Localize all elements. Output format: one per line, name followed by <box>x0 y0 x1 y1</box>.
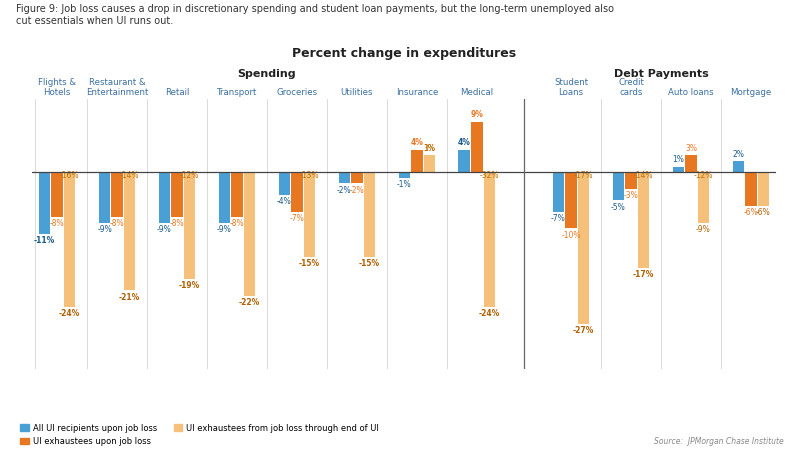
Text: Percent change in expenditures: Percent change in expenditures <box>292 47 516 59</box>
Text: -9%: -9% <box>97 225 112 234</box>
Text: Retail: Retail <box>165 88 190 97</box>
Text: -19%: -19% <box>179 281 200 290</box>
Bar <box>304 172 315 256</box>
Bar <box>364 172 375 256</box>
Text: -32%: -32% <box>480 171 499 180</box>
Bar <box>184 172 195 279</box>
Bar <box>483 172 495 307</box>
Bar <box>98 172 110 223</box>
Text: -9%: -9% <box>157 225 172 234</box>
Bar <box>244 172 255 296</box>
Text: -8%: -8% <box>110 220 124 229</box>
Text: -17%: -17% <box>633 270 654 279</box>
Text: -6%: -6% <box>743 208 758 217</box>
Text: -24%: -24% <box>59 310 80 319</box>
Bar <box>338 172 350 184</box>
Text: Flights &
Hotels: Flights & Hotels <box>38 78 76 97</box>
Bar <box>351 172 362 184</box>
Legend: All UI recipients upon job loss, UI exhaustees upon job loss, UI exhaustees from: All UI recipients upon job loss, UI exha… <box>20 423 379 446</box>
Bar <box>64 172 75 307</box>
Text: Debt Payments: Debt Payments <box>614 69 708 79</box>
Text: 1%: 1% <box>673 155 684 164</box>
Text: 1%: 1% <box>423 144 435 153</box>
Text: -6%: -6% <box>756 208 771 217</box>
Text: Credit
cards: Credit cards <box>618 78 644 97</box>
Text: -22%: -22% <box>239 298 260 307</box>
Bar <box>758 172 770 206</box>
Text: Mortgage: Mortgage <box>730 88 771 97</box>
Text: -10%: -10% <box>562 230 581 239</box>
Bar <box>566 172 577 229</box>
Text: Figure 9: Job loss causes a drop in discretionary spending and student loan paym: Figure 9: Job loss causes a drop in disc… <box>16 4 614 26</box>
Text: -8%: -8% <box>230 220 244 229</box>
Text: -17%: -17% <box>574 171 594 180</box>
Bar <box>733 161 744 172</box>
Text: -16%: -16% <box>60 171 79 180</box>
Text: Utilities: Utilities <box>341 88 373 97</box>
Text: Groceries: Groceries <box>276 88 318 97</box>
Text: -15%: -15% <box>359 259 380 268</box>
Text: 3%: 3% <box>423 144 435 153</box>
Text: -12%: -12% <box>180 171 199 180</box>
Text: -14%: -14% <box>634 171 654 180</box>
Text: -5%: -5% <box>611 202 626 211</box>
Bar <box>638 172 650 268</box>
Bar <box>471 122 482 172</box>
Text: -3%: -3% <box>623 191 638 200</box>
Text: Student
Loans: Student Loans <box>554 78 588 97</box>
Text: -9%: -9% <box>696 225 711 234</box>
Bar <box>291 172 302 212</box>
Text: Spending: Spending <box>238 69 296 79</box>
Text: -14%: -14% <box>120 171 139 180</box>
Text: -8%: -8% <box>50 220 65 229</box>
Text: 9%: 9% <box>470 110 483 119</box>
Bar <box>111 172 123 217</box>
Text: 2%: 2% <box>732 149 744 159</box>
Bar <box>51 172 63 217</box>
Bar <box>685 155 697 172</box>
Bar <box>698 172 710 223</box>
Text: -27%: -27% <box>573 326 594 335</box>
Bar <box>553 172 564 212</box>
Text: Auto loans: Auto loans <box>668 88 714 97</box>
Bar <box>625 172 637 189</box>
Bar <box>278 172 290 194</box>
Text: -2%: -2% <box>350 185 364 194</box>
Text: -13%: -13% <box>300 171 319 180</box>
Text: -8%: -8% <box>170 220 184 229</box>
Bar <box>613 172 624 200</box>
Bar <box>578 172 590 324</box>
Text: -24%: -24% <box>478 310 500 319</box>
Text: -4%: -4% <box>277 197 292 206</box>
Text: Transport: Transport <box>217 88 257 97</box>
Bar <box>171 172 183 217</box>
Bar <box>218 172 230 223</box>
Text: -21%: -21% <box>119 292 140 302</box>
Text: -9%: -9% <box>217 225 232 234</box>
Bar <box>458 149 470 172</box>
Bar <box>411 149 422 172</box>
Text: Insurance: Insurance <box>396 88 438 97</box>
Text: -1%: -1% <box>397 180 411 189</box>
Text: -11%: -11% <box>34 236 55 245</box>
Text: -7%: -7% <box>290 214 304 223</box>
Text: -15%: -15% <box>299 259 320 268</box>
Text: -12%: -12% <box>694 171 713 180</box>
Text: 3%: 3% <box>685 144 697 153</box>
Text: Medical: Medical <box>460 88 494 97</box>
Bar <box>38 172 50 234</box>
Bar <box>231 172 242 217</box>
Text: -2%: -2% <box>337 185 352 194</box>
Bar <box>745 172 757 206</box>
Bar <box>424 155 435 172</box>
Bar <box>124 172 135 290</box>
Bar <box>158 172 170 223</box>
Text: 4%: 4% <box>458 139 470 148</box>
Text: -7%: -7% <box>551 214 566 223</box>
Text: Restaurant &
Entertainment: Restaurant & Entertainment <box>86 78 148 97</box>
Bar <box>673 166 684 172</box>
Text: Source:  JPMorgan Chase Institute: Source: JPMorgan Chase Institute <box>654 436 784 446</box>
Bar <box>398 172 410 178</box>
Text: 4%: 4% <box>410 139 423 148</box>
